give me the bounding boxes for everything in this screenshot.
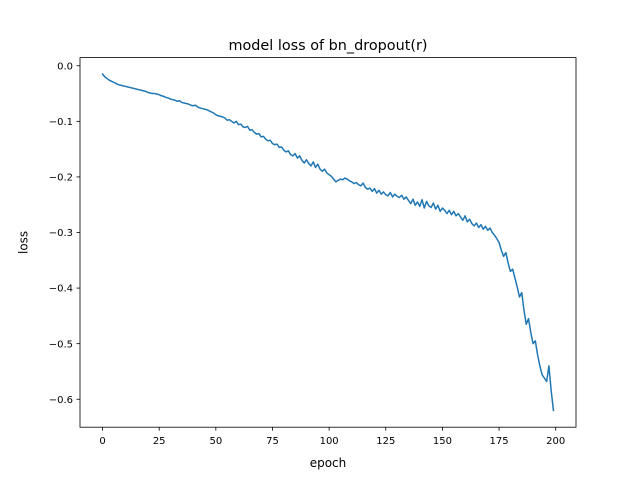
x-tick-label: 100 (320, 436, 339, 447)
x-axis-ticks: 0 25 50 75 100 125 150 175 200 (99, 427, 565, 447)
y-tick-label: −0.6 (49, 395, 73, 406)
chart-title: model loss of bn_dropout(r) (228, 38, 427, 54)
x-tick-label: 150 (433, 436, 452, 447)
x-tick-label: 0 (99, 436, 105, 447)
loss-series-line-0 (101, 73, 555, 412)
y-tick-label: −0.5 (49, 339, 73, 350)
y-tick-label: −0.1 (49, 117, 73, 128)
y-tick-label: −0.2 (49, 173, 73, 184)
y-tick-label: 0.0 (57, 61, 73, 72)
y-tick-label: −0.3 (49, 228, 73, 239)
x-tick-label: 75 (266, 436, 279, 447)
y-axis-ticks: 0.0 −0.1 −0.2 −0.3 −0.4 −0.5 −0.6 (49, 61, 80, 406)
x-axis-label: epoch (310, 456, 347, 470)
plot-area-frame (79, 57, 577, 428)
x-tick-label: 200 (546, 436, 565, 447)
x-tick-label: 25 (153, 436, 166, 447)
x-tick-label: 175 (490, 436, 509, 447)
y-axis-label: loss (17, 231, 31, 254)
series-layer (101, 73, 555, 412)
x-tick-label: 50 (209, 436, 222, 447)
y-tick-label: −0.4 (49, 284, 73, 295)
x-tick-label: 125 (376, 436, 395, 447)
